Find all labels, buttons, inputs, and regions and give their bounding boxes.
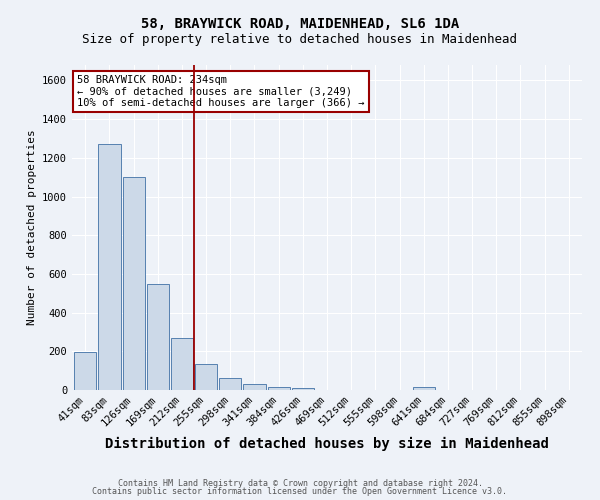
Bar bbox=[219, 378, 241, 390]
Bar bbox=[122, 177, 145, 390]
Text: Contains HM Land Registry data © Crown copyright and database right 2024.: Contains HM Land Registry data © Crown c… bbox=[118, 478, 482, 488]
Bar bbox=[98, 144, 121, 390]
Bar bbox=[244, 384, 266, 390]
Bar bbox=[268, 386, 290, 390]
Text: Contains public sector information licensed under the Open Government Licence v3: Contains public sector information licen… bbox=[92, 487, 508, 496]
Bar bbox=[171, 338, 193, 390]
Text: Size of property relative to detached houses in Maidenhead: Size of property relative to detached ho… bbox=[83, 32, 517, 46]
Bar bbox=[146, 284, 169, 390]
Bar bbox=[413, 388, 435, 390]
Text: 58, BRAYWICK ROAD, MAIDENHEAD, SL6 1DA: 58, BRAYWICK ROAD, MAIDENHEAD, SL6 1DA bbox=[141, 18, 459, 32]
Y-axis label: Number of detached properties: Number of detached properties bbox=[26, 130, 37, 326]
Text: 58 BRAYWICK ROAD: 234sqm
← 90% of detached houses are smaller (3,249)
10% of sem: 58 BRAYWICK ROAD: 234sqm ← 90% of detach… bbox=[77, 74, 365, 108]
Bar bbox=[195, 364, 217, 390]
X-axis label: Distribution of detached houses by size in Maidenhead: Distribution of detached houses by size … bbox=[105, 437, 549, 451]
Bar bbox=[292, 388, 314, 390]
Bar bbox=[74, 352, 97, 390]
